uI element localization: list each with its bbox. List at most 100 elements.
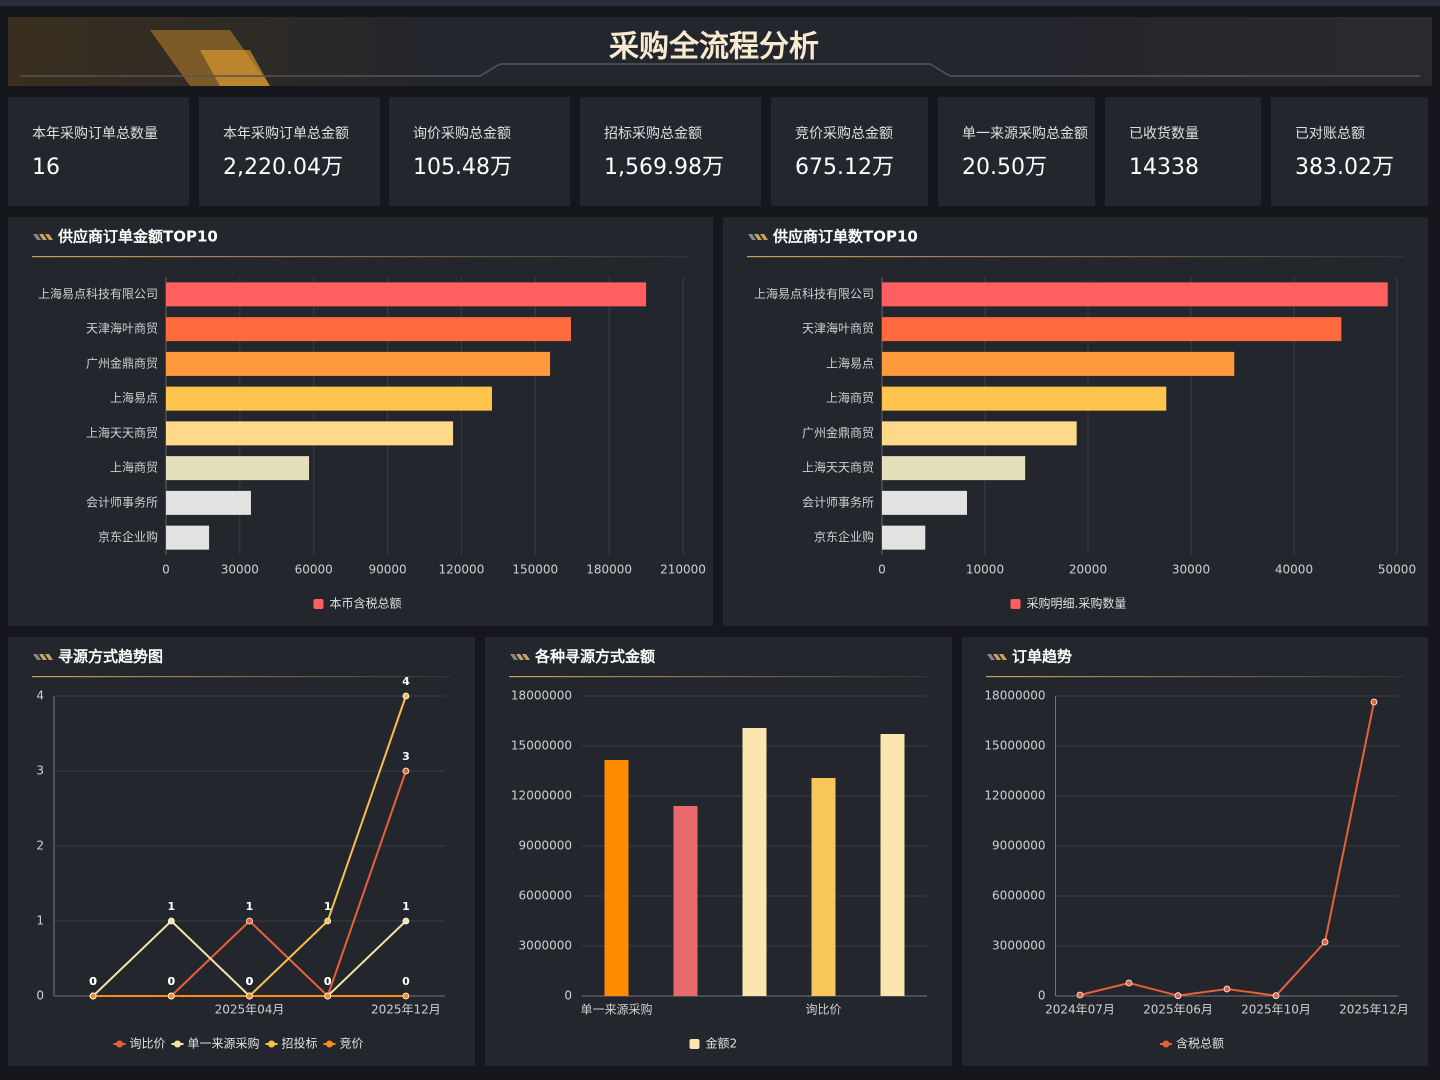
x-tick-label: 2024年07月 (1045, 1003, 1115, 1017)
title-icon (33, 234, 41, 240)
y-tick-label: 广州金鼎商贸 (86, 355, 158, 370)
title-icon (45, 654, 53, 660)
y-tick-label: 京东企业购 (814, 529, 874, 544)
y-tick-label: 会计师事务所 (802, 494, 874, 509)
panel-title: 各种寻源方式金额 (534, 648, 655, 666)
legend-marker (116, 1040, 123, 1048)
bar (882, 525, 926, 550)
kpi-label: 招标采购总金额 (604, 126, 702, 142)
y-tick-label: 上海易点科技有限公司 (754, 286, 874, 301)
kpi-label: 已对账总额 (1295, 126, 1365, 142)
legend-marker (1010, 599, 1021, 609)
bar (166, 525, 210, 550)
x-tick-label: 2025年10月 (1241, 1003, 1311, 1017)
kpi-label: 已收货数量 (1129, 125, 1199, 142)
kpi-card (389, 97, 570, 206)
y-tick-label: 上海易点科技有限公司 (38, 286, 158, 301)
bar (166, 421, 454, 446)
title-icon (33, 654, 41, 660)
point (89, 992, 97, 1000)
point (1370, 698, 1378, 706)
kpi-card (580, 97, 761, 206)
kpi-value: 1,569.98万 (604, 155, 724, 180)
y-tick-label: 3 (36, 764, 44, 778)
data-label: 0 (89, 975, 97, 988)
y-tick-label: 12000000 (511, 789, 572, 803)
y-tick-label: 9000000 (992, 839, 1045, 853)
y-tick-label: 上海商贸 (110, 460, 158, 475)
kpi-value: 105.48万 (413, 155, 512, 180)
x-tick-label: 20000 (1069, 563, 1107, 577)
data-label: 0 (324, 975, 332, 988)
data-label: 0 (324, 975, 332, 988)
kpi-card (771, 97, 928, 206)
kpi-value: 16 (32, 155, 60, 180)
title-underline (509, 676, 928, 678)
kpi-value: 20.50万 (962, 155, 1047, 180)
x-tick-label: 2025年06月 (1143, 1003, 1213, 1017)
bar (882, 456, 1026, 481)
y-tick-label: 0 (36, 989, 44, 1003)
title-icon (45, 234, 53, 240)
legend-marker (174, 1040, 181, 1048)
point (246, 992, 253, 1000)
x-tick-label: 180000 (586, 563, 632, 577)
bar (166, 386, 492, 411)
legend-marker (689, 1039, 700, 1049)
point (402, 917, 410, 925)
y-tick-label: 0 (1038, 989, 1046, 1003)
point (167, 992, 175, 1000)
y-tick-label: 天津海叶商贸 (802, 321, 874, 336)
bar (882, 421, 1077, 446)
legend-marker (313, 599, 324, 609)
data-label: 3 (402, 750, 410, 763)
y-tick-label: 上海天天商贸 (86, 425, 158, 440)
y-tick-label: 3000000 (992, 939, 1045, 953)
kpi-value: 675.12万 (795, 155, 894, 180)
point (1272, 992, 1280, 1000)
x-tick-label: 30000 (1172, 563, 1210, 577)
data-label: 0 (167, 975, 175, 988)
x-tick-label: 询比价 (805, 1003, 841, 1017)
data-label: 4 (402, 675, 410, 688)
y-tick-label: 会计师事务所 (86, 494, 158, 509)
point (402, 767, 410, 775)
data-label: 1 (167, 900, 175, 913)
kpi-card (1105, 97, 1261, 206)
data-label: 0 (246, 975, 254, 988)
x-tick-label: 30000 (221, 563, 259, 577)
y-tick-label: 12000000 (984, 789, 1045, 803)
point (324, 917, 332, 925)
legend-label: 单一来源采购 (188, 1036, 260, 1051)
x-tick-label: 210000 (660, 563, 706, 577)
title-icon (516, 654, 524, 660)
bar (604, 760, 629, 996)
bar (166, 456, 310, 481)
title-underline (986, 676, 1404, 678)
point (1321, 938, 1329, 946)
panel (8, 637, 475, 1066)
bar (673, 806, 698, 996)
legend-marker (268, 1040, 275, 1048)
y-tick-label: 15000000 (984, 739, 1045, 753)
kpi-label: 单一来源采购总金额 (962, 126, 1088, 142)
title-icon (39, 234, 47, 240)
y-tick-label: 3000000 (519, 939, 572, 953)
x-tick-label: 单一来源采购 (580, 1002, 652, 1017)
panel (485, 637, 952, 1066)
point (1223, 985, 1231, 993)
point (1076, 991, 1084, 999)
header-deco (200, 50, 270, 86)
bar (882, 490, 967, 515)
x-tick-label: 90000 (368, 563, 406, 577)
x-tick-label: 0 (878, 563, 886, 577)
title-underline (32, 256, 689, 258)
bar (166, 317, 571, 342)
title-underline (32, 676, 451, 678)
data-label: 0 (246, 975, 254, 988)
bar (811, 778, 836, 996)
y-tick-label: 京东企业购 (98, 529, 158, 544)
title-icon (522, 654, 530, 660)
data-label: 1 (324, 900, 332, 913)
kpi-card (1271, 97, 1428, 206)
